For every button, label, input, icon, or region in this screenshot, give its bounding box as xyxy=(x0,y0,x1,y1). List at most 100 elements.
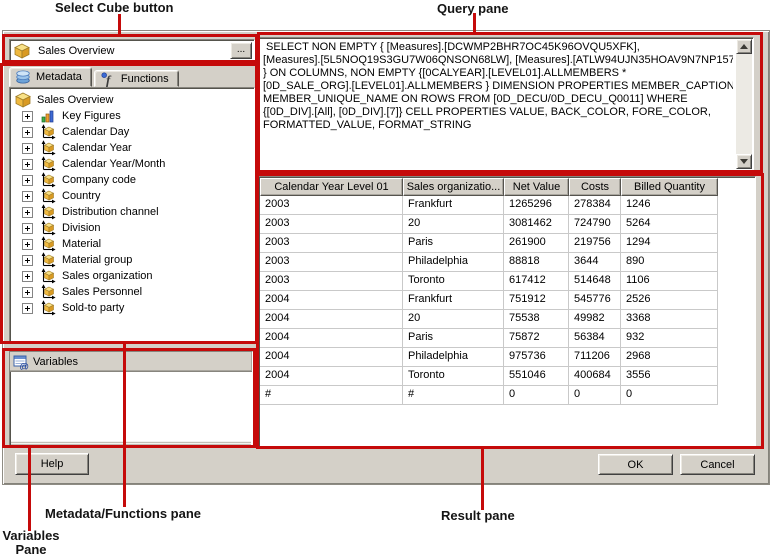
tree-item[interactable]: Sales organization xyxy=(10,268,254,284)
tree-item[interactable]: Material xyxy=(10,236,254,252)
table-row[interactable]: 2004 20 75538 49982 3368 xyxy=(260,310,718,329)
table-cell: 3644 xyxy=(569,253,621,271)
tab-functions-label: Functions xyxy=(120,72,169,85)
scroll-down-button[interactable] xyxy=(736,154,752,169)
table-cell: 2004 xyxy=(260,310,403,328)
tree-item[interactable]: Distribution channel xyxy=(10,204,254,220)
tree-item-label: Sales organization xyxy=(62,270,153,282)
tree-item[interactable]: Sales Overview xyxy=(10,92,254,108)
variables-resize-grip[interactable] xyxy=(11,441,251,445)
table-cell: 711206 xyxy=(569,348,621,366)
key-figures-icon xyxy=(40,108,56,124)
variables-list[interactable] xyxy=(11,372,251,441)
query-pane[interactable]: SELECT NON EMPTY { [Measures].[DCWMP2BHR… xyxy=(258,37,754,171)
tree-item[interactable]: Calendar Year/Month xyxy=(10,156,254,172)
expand-plus-icon[interactable] xyxy=(22,174,33,186)
expand-plus-icon[interactable] xyxy=(22,254,33,266)
tree-item[interactable]: Calendar Year xyxy=(10,140,254,156)
result-table-header-row: Calendar Year Level 01 Sales organizatio.… xyxy=(260,178,718,196)
tree-item-label: Distribution channel xyxy=(62,206,159,218)
expand-plus-icon[interactable] xyxy=(22,142,33,154)
table-cell: Toronto xyxy=(403,272,504,290)
table-cell: 514648 xyxy=(569,272,621,290)
svg-text:f: f xyxy=(106,72,112,87)
table-cell: 932 xyxy=(621,329,718,347)
tree-item[interactable]: Company code xyxy=(10,172,254,188)
table-cell: 1106 xyxy=(621,272,718,290)
table-row[interactable]: # #0 0 0 xyxy=(260,386,718,405)
table-row[interactable]: 2004 Philadelphia 975736 711206 2968 xyxy=(260,348,718,367)
ok-button[interactable]: OK xyxy=(598,454,673,475)
tree-item-label: Calendar Year xyxy=(62,142,132,154)
tree-item[interactable]: Country xyxy=(10,188,254,204)
tree-item[interactable]: Sales Personnel xyxy=(10,284,254,300)
table-row[interactable]: 2004 Toronto 551046 400684 3556 xyxy=(260,367,718,386)
table-row[interactable]: 2004 Frankfurt 751912 545776 2526 xyxy=(260,291,718,310)
tab-functions[interactable]: f Functions xyxy=(93,70,179,87)
column-header[interactable]: Net Value xyxy=(504,178,569,196)
table-row[interactable]: 2004 Paris 75872 56384 932 xyxy=(260,329,718,348)
help-button[interactable]: Help xyxy=(15,453,89,475)
cancel-button[interactable]: Cancel xyxy=(680,454,755,475)
dimension-icon xyxy=(40,300,56,316)
tab-metadata-label: Metadata xyxy=(36,71,82,83)
column-header[interactable]: Calendar Year Level 01 xyxy=(260,178,403,196)
table-row[interactable]: 2003 Philadelphia 88818 3644 890 xyxy=(260,253,718,272)
metadata-tree[interactable]: Sales Overview Key Figures Calendar Day Cal… xyxy=(9,87,255,343)
column-header[interactable]: Costs xyxy=(569,178,621,196)
tree-item-label: Sales Personnel xyxy=(62,286,143,298)
svg-text:@: @ xyxy=(20,361,29,370)
table-cell: Frankfurt xyxy=(403,196,504,214)
expand-plus-icon[interactable] xyxy=(22,126,33,138)
table-cell: 2004 xyxy=(260,348,403,366)
variables-pane-header: @ Variables xyxy=(10,352,252,372)
tree-item[interactable]: Key Figures xyxy=(10,108,254,124)
column-header[interactable]: Billed Quantity xyxy=(621,178,718,196)
tree-item-label: Sales Overview xyxy=(37,94,114,106)
table-cell: Toronto xyxy=(403,367,504,385)
table-cell: 751912 xyxy=(504,291,569,309)
expand-plus-icon[interactable] xyxy=(22,158,33,170)
expand-plus-icon[interactable] xyxy=(22,190,33,202)
expand-plus-icon[interactable] xyxy=(22,222,33,234)
expand-plus-icon[interactable] xyxy=(22,286,33,298)
column-header[interactable]: Sales organizatio... xyxy=(403,178,504,196)
tree-item[interactable]: Division xyxy=(10,220,254,236)
table-cell: 2003 xyxy=(260,215,403,233)
table-row[interactable]: 2003 20 3081462 724790 5264 xyxy=(260,215,718,234)
variables-pane[interactable]: @ Variables xyxy=(9,351,253,447)
expand-plus-icon[interactable] xyxy=(22,238,33,250)
tree-item[interactable]: Material group xyxy=(10,252,254,268)
scroll-up-button[interactable] xyxy=(736,39,752,54)
table-cell: 88818 xyxy=(504,253,569,271)
expand-plus-icon[interactable] xyxy=(22,270,33,282)
query-text[interactable]: SELECT NON EMPTY { [Measures].[DCWMP2BHR… xyxy=(263,41,733,131)
query-scrollbar[interactable] xyxy=(736,39,752,169)
down-arrow-icon xyxy=(740,159,748,164)
tree-item[interactable]: Sold-to party xyxy=(10,300,254,316)
cube-icon xyxy=(15,92,31,108)
expand-plus-icon[interactable] xyxy=(22,110,33,122)
select-cube-button[interactable]: ... xyxy=(230,42,252,59)
tab-metadata[interactable]: Metadata xyxy=(9,67,92,87)
tree-item-label: Calendar Year/Month xyxy=(62,158,166,170)
metadata-functions-annotation-label: Metadata/Functions pane xyxy=(45,506,202,521)
table-cell: 400684 xyxy=(569,367,621,385)
table-cell: 0 xyxy=(621,386,718,404)
table-row[interactable]: 2003 Paris 261900 219756 1294 xyxy=(260,234,718,253)
dimension-icon xyxy=(40,172,56,188)
table-cell: 5264 xyxy=(621,215,718,233)
table-row[interactable]: 2003 Toronto 617412 514648 1106 xyxy=(260,272,718,291)
cube-selector[interactable]: Sales Overview ... xyxy=(9,39,255,62)
tree-item[interactable]: Calendar Day xyxy=(10,124,254,140)
tree-item-label: Sold-to party xyxy=(62,302,125,314)
table-cell: 3081462 xyxy=(504,215,569,233)
table-cell: 1265296 xyxy=(504,196,569,214)
expand-plus-icon[interactable] xyxy=(22,206,33,218)
select-cube-annotation-label: Select Cube button xyxy=(55,0,174,15)
dimension-icon xyxy=(40,220,56,236)
expand-plus-icon[interactable] xyxy=(22,302,33,314)
table-row[interactable]: 2003 Frankfurt 1265296 278384 1246 xyxy=(260,196,718,215)
cube-icon xyxy=(14,43,30,59)
table-cell: 545776 xyxy=(569,291,621,309)
